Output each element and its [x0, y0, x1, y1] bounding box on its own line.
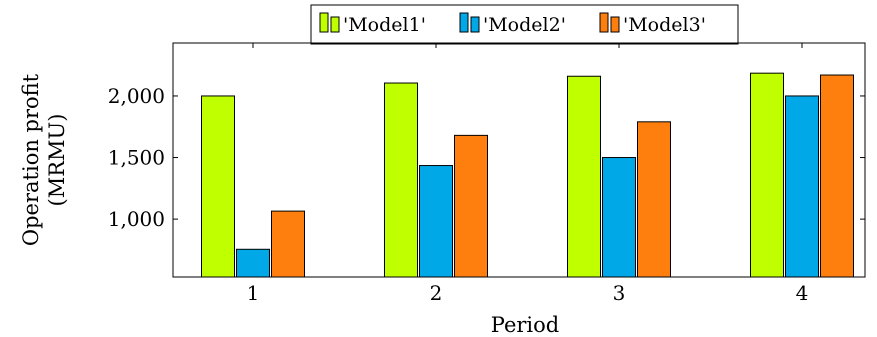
x-tick-label: 4 [796, 281, 809, 305]
y-tick-label: 2,000 [108, 84, 165, 108]
bar [201, 95, 235, 278]
y-tick-label: 1,500 [108, 146, 165, 170]
legend-label: 'Model1' [343, 14, 426, 36]
bar [750, 72, 784, 278]
y-axis-title-line: (MRMU) [45, 114, 69, 207]
x-tick-label: 1 [247, 281, 260, 305]
y-tick-label: 1,000 [108, 207, 165, 231]
legend-swatch [330, 16, 340, 33]
legend-swatch [470, 16, 480, 33]
legend-label: 'Model3' [623, 14, 706, 36]
x-tick-label: 2 [430, 281, 443, 305]
plot-frame [172, 42, 866, 278]
bar [820, 74, 854, 278]
bar [419, 165, 453, 278]
y-axis-title-line: Operation profit [19, 73, 43, 246]
bar [637, 121, 671, 278]
legend-swatch [610, 16, 620, 33]
legend-swatch [459, 12, 469, 33]
x-axis: 1 2 3 4 [247, 43, 809, 305]
x-tick-label: 3 [613, 281, 626, 305]
bar [785, 95, 819, 278]
bar [454, 134, 488, 278]
legend-label: 'Model2' [483, 14, 566, 36]
bar [384, 82, 418, 278]
legend-swatch [319, 12, 329, 33]
x-axis-title: Period [491, 313, 559, 337]
legend-swatch [599, 12, 609, 33]
y-axis-title: Operation profit(MRMU) [19, 73, 69, 246]
legend-box [310, 4, 739, 45]
bar [602, 157, 636, 278]
bar [271, 210, 305, 278]
bar [567, 75, 601, 278]
bars [201, 72, 854, 278]
y-axis: 1,000 1,500 2,000 [108, 84, 865, 231]
legend: 'Model1' 'Model2' 'Model3' [310, 4, 739, 45]
bar [236, 248, 270, 278]
